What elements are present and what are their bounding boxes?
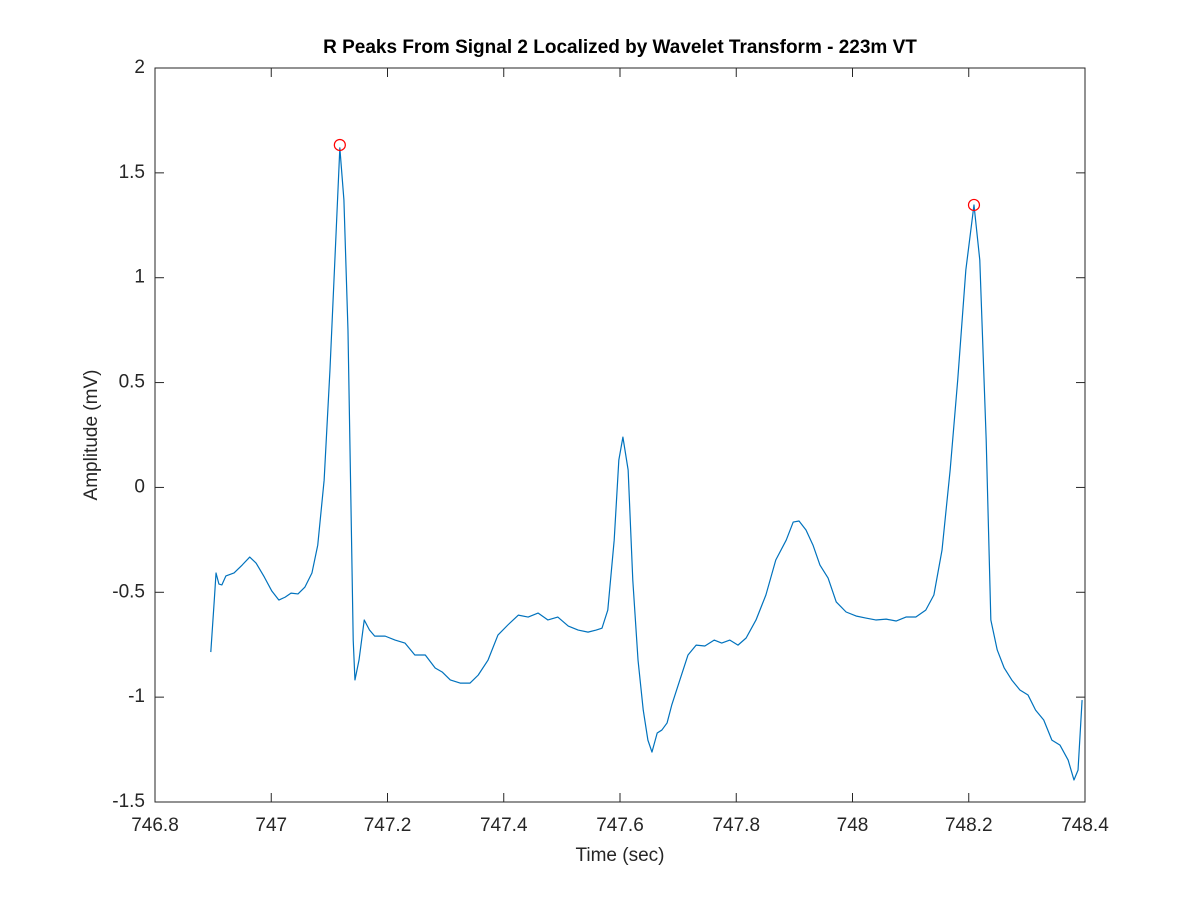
- x-axis-label: Time (sec): [575, 845, 664, 866]
- plot-area: [155, 68, 1085, 802]
- y-tick-label: 0: [134, 476, 145, 497]
- y-tick-label: 2: [134, 57, 145, 78]
- peak-marker: [967, 198, 981, 212]
- y-tick-label: -0.5: [112, 581, 145, 602]
- y-tick-label: 0.5: [119, 372, 145, 393]
- x-tick-label: 748: [837, 815, 869, 836]
- axes-box: [154, 67, 1086, 803]
- signal-line: [210, 147, 1083, 781]
- y-tick-label: -1: [128, 686, 145, 707]
- y-tick-label: 1.5: [119, 162, 145, 183]
- x-tick-label: 747.6: [596, 815, 644, 836]
- x-tick-label: 747.2: [364, 815, 412, 836]
- x-tick-label: 748.4: [1061, 815, 1109, 836]
- x-tick-label: 747: [255, 815, 287, 836]
- y-tick-label: -1.5: [112, 791, 145, 812]
- y-tick-label: 1: [134, 267, 145, 288]
- x-tick-label: 748.2: [945, 815, 993, 836]
- y-axis-label: Amplitude (mV): [81, 370, 102, 501]
- x-tick-label: 747.4: [480, 815, 528, 836]
- x-tick-label: 747.8: [712, 815, 760, 836]
- x-tick-label: 746.8: [131, 815, 179, 836]
- chart-title: R Peaks From Signal 2 Localized by Wavel…: [323, 37, 917, 58]
- peak-marker: [333, 138, 346, 152]
